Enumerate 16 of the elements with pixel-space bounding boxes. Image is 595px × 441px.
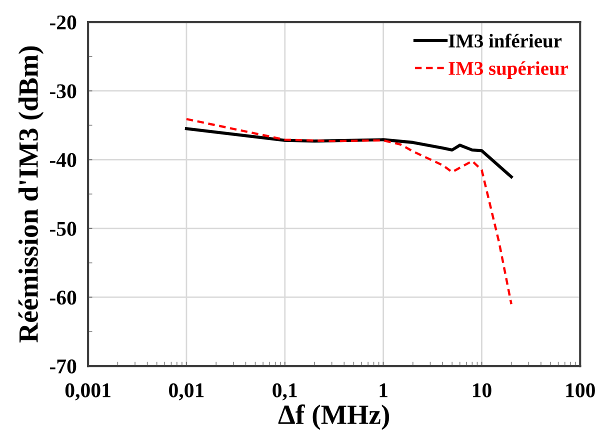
y-axis-title: Réémission d'IM3 (dBm) — [18, 46, 44, 342]
x-tick-label: 100 — [566, 383, 595, 398]
y-tick-label: -30 — [50, 84, 76, 98]
y-tick-label: -20 — [50, 15, 76, 30]
x-tick-label: 0,1 — [272, 383, 297, 400]
y-tick-label: -50 — [50, 222, 76, 236]
y-tick-label: -40 — [50, 153, 76, 168]
y-tick-label: -70 — [50, 359, 76, 374]
x-tick-label: 1 — [380, 383, 388, 398]
y-tick-label: -60 — [50, 290, 76, 305]
legend-label: IM3 inférieur — [448, 34, 562, 48]
x-tick-label: 10 — [472, 383, 492, 398]
x-tick-label: 0,01 — [169, 383, 204, 400]
x-axis-title: Δf (MHz) — [278, 404, 390, 430]
legend-label: IM3 supérieur — [448, 61, 568, 79]
x-tick-label: 0,001 — [65, 383, 110, 400]
